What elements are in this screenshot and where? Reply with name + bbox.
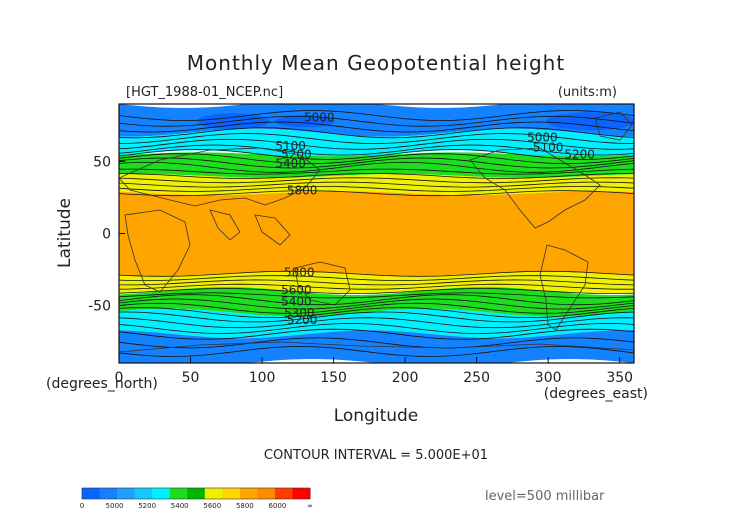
contour-line (119, 181, 634, 188)
x-tick-label: 100 (249, 370, 276, 386)
map-plot-area: 5000510052005400580050005100520058005600… (118, 103, 635, 364)
y-tick-label: 50 (93, 155, 111, 171)
contour-line (119, 307, 634, 318)
contour-label: 5000 (527, 130, 558, 144)
contour-label: 5800 (287, 184, 318, 198)
x-axis-label: Longitude (334, 406, 419, 426)
contour-line (119, 138, 634, 150)
x-unit-label: (degrees_east) (544, 386, 648, 402)
file-label: [HGT_1988-01_NCEP.nc] (126, 85, 283, 100)
contour-line (119, 298, 634, 310)
contour-line (119, 323, 634, 334)
contour-line (119, 153, 634, 165)
colorbar: 0 5000 5200 5400 5600 5800 6000 ∞ (80, 487, 313, 510)
colorbar-label: 6000 (269, 502, 287, 510)
colorbar-swatch (152, 488, 171, 499)
x-tick-label: 300 (535, 370, 562, 386)
colorbar-swatch (134, 488, 153, 499)
band-south-gradient (119, 287, 634, 317)
contour-line (119, 190, 634, 197)
contour-lines (119, 110, 634, 357)
colorbar-swatch (292, 488, 311, 499)
units-label: (units:m) (558, 85, 617, 100)
colorbar-swatch (274, 488, 293, 499)
contour-label: 5100 (533, 140, 564, 154)
contour-label: 5300 (284, 306, 315, 320)
contour-line (119, 161, 634, 173)
x-tick-label: 0 (115, 370, 124, 386)
contour-line (119, 270, 634, 277)
contour-line (119, 110, 634, 121)
band-tropics (119, 191, 634, 276)
contour-line (119, 292, 634, 299)
colorbar-swatch (239, 488, 258, 499)
colorbar-swatch (117, 488, 136, 499)
contour-label: 5800 (284, 266, 315, 280)
colorbar-swatch (257, 488, 276, 499)
contour-line (119, 186, 634, 192)
level-text: level=500 millibar (485, 489, 605, 504)
colorbar-label: 5600 (203, 502, 221, 510)
colorbar-label: 0 (80, 502, 84, 510)
x-tick-label: 150 (320, 370, 347, 386)
contour-label: 5200 (564, 148, 595, 162)
contour-line (119, 133, 634, 144)
colorbar-swatch (222, 488, 241, 499)
contour-label: 5600 (281, 283, 312, 297)
contour-label: 5100 (275, 139, 306, 153)
contour-line (119, 337, 634, 349)
contour-line (119, 157, 634, 169)
contour-line (119, 302, 634, 314)
contour-line (119, 148, 634, 160)
chart-title: Monthly Mean Geopotential height (187, 51, 565, 75)
contour-label: 5000 (304, 110, 335, 124)
colorbar-label: ∞ (307, 502, 313, 510)
colorbar-swatch (169, 488, 188, 499)
contour-label: 5400 (275, 156, 306, 170)
x-axis: 0 50 100 150 200 250 300 350 (115, 357, 633, 386)
contour-label: 5200 (287, 313, 318, 327)
contour-line (119, 121, 634, 133)
contour-line (119, 328, 634, 340)
colorbar-swatch (187, 488, 206, 499)
y-tick-label: 0 (102, 227, 111, 243)
colorbar-label: 5200 (138, 502, 156, 510)
contour-line (119, 346, 634, 357)
contour-line (119, 294, 634, 306)
contour-value-labels: 5000510052005400580050005100520058005600… (275, 110, 595, 327)
contour-line (119, 127, 634, 139)
band-south-mid (119, 308, 634, 339)
contour-line (119, 288, 634, 295)
contour-line (119, 275, 634, 281)
contour-line (119, 279, 634, 286)
contour-line (119, 144, 634, 156)
contour-interval-text: CONTOUR INTERVAL = 5.000E+01 (264, 448, 488, 463)
colorbar-label: 5400 (171, 502, 189, 510)
contour-line (119, 177, 634, 184)
contour-label: 5400 (281, 294, 312, 308)
y-tick-label: -50 (88, 298, 111, 314)
x-tick-label: 250 (463, 370, 490, 386)
colorbar-frame (81, 487, 311, 500)
x-tick-label: 350 (606, 370, 633, 386)
colorbar-swatch (82, 488, 101, 499)
y-axis: 50 0 -50 (88, 155, 125, 314)
y-unit-label: (degrees_north) (46, 376, 158, 392)
contour-line (119, 115, 634, 127)
x-tick-label: 50 (182, 370, 200, 386)
contour-line (119, 168, 634, 175)
contour-label: 5200 (281, 148, 312, 162)
colorbar-label: 5800 (236, 502, 254, 510)
colorbar-label: 5000 (106, 502, 124, 510)
colorbar-swatch (99, 488, 118, 499)
y-axis-label: Latitude (55, 198, 75, 268)
coastline-outlines (119, 111, 634, 353)
x-tick-label: 200 (392, 370, 419, 386)
contour-line (119, 311, 634, 323)
contour-line (119, 283, 634, 290)
colorbar-swatch (204, 488, 223, 499)
contour-line (119, 173, 634, 179)
